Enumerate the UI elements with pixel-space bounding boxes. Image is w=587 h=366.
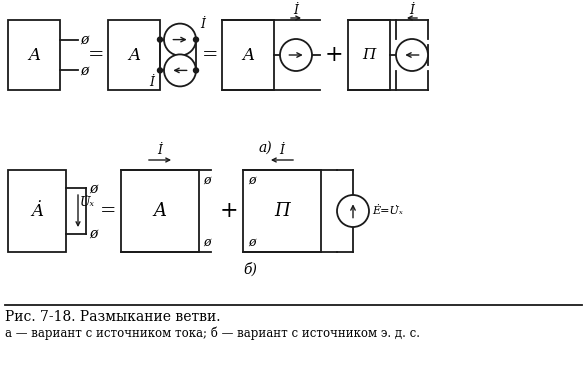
Text: Рис. 7-18. Размыкание ветви.: Рис. 7-18. Размыкание ветви.: [5, 310, 221, 324]
Bar: [8, 20, 60, 90]
Circle shape: [396, 39, 428, 71]
Text: İ: İ: [294, 4, 299, 16]
Circle shape: [337, 195, 369, 227]
Circle shape: [194, 68, 198, 73]
Text: б): б): [243, 263, 257, 277]
Text: İ: İ: [157, 143, 163, 157]
Text: A: A: [242, 46, 254, 63]
Bar: [8, 170, 66, 252]
Circle shape: [280, 39, 312, 71]
Text: ø: ø: [80, 33, 88, 46]
Circle shape: [164, 23, 196, 56]
Text: П: П: [362, 48, 376, 62]
Text: İ: İ: [200, 18, 205, 30]
Text: ø: ø: [203, 173, 211, 187]
Bar: [243, 170, 321, 252]
Text: A: A: [28, 46, 40, 63]
Text: ø: ø: [203, 235, 211, 249]
Text: ø: ø: [248, 235, 256, 249]
Circle shape: [164, 55, 196, 86]
Text: İ: İ: [279, 143, 285, 157]
Text: =: =: [87, 46, 104, 64]
Text: Ȧ: Ȧ: [31, 202, 43, 220]
Bar: [348, 20, 390, 90]
Text: +: +: [220, 200, 238, 222]
Bar: [121, 170, 199, 252]
Text: İ: İ: [150, 76, 154, 89]
Text: A: A: [153, 202, 167, 220]
Circle shape: [157, 68, 163, 73]
Bar: [222, 20, 274, 90]
Text: A: A: [128, 46, 140, 63]
Text: П: П: [274, 202, 290, 220]
Text: а — вариант с источником тока; б — вариант с источником э. д. с.: а — вариант с источником тока; б — вариа…: [5, 327, 420, 340]
Text: а): а): [258, 141, 272, 155]
Circle shape: [194, 37, 198, 42]
Text: ø: ø: [248, 173, 256, 187]
Text: ø: ø: [80, 63, 88, 77]
Text: U̇ₓ: U̇ₓ: [80, 197, 95, 209]
Text: ø: ø: [89, 227, 97, 241]
Text: =: =: [100, 202, 116, 220]
Circle shape: [157, 37, 163, 42]
Text: =: =: [202, 46, 218, 64]
Bar: [108, 20, 160, 90]
Text: +: +: [325, 44, 343, 66]
Text: İ: İ: [410, 4, 414, 16]
Text: Ė=U̇ₓ: Ė=U̇ₓ: [372, 206, 403, 216]
Text: ø: ø: [89, 181, 97, 195]
